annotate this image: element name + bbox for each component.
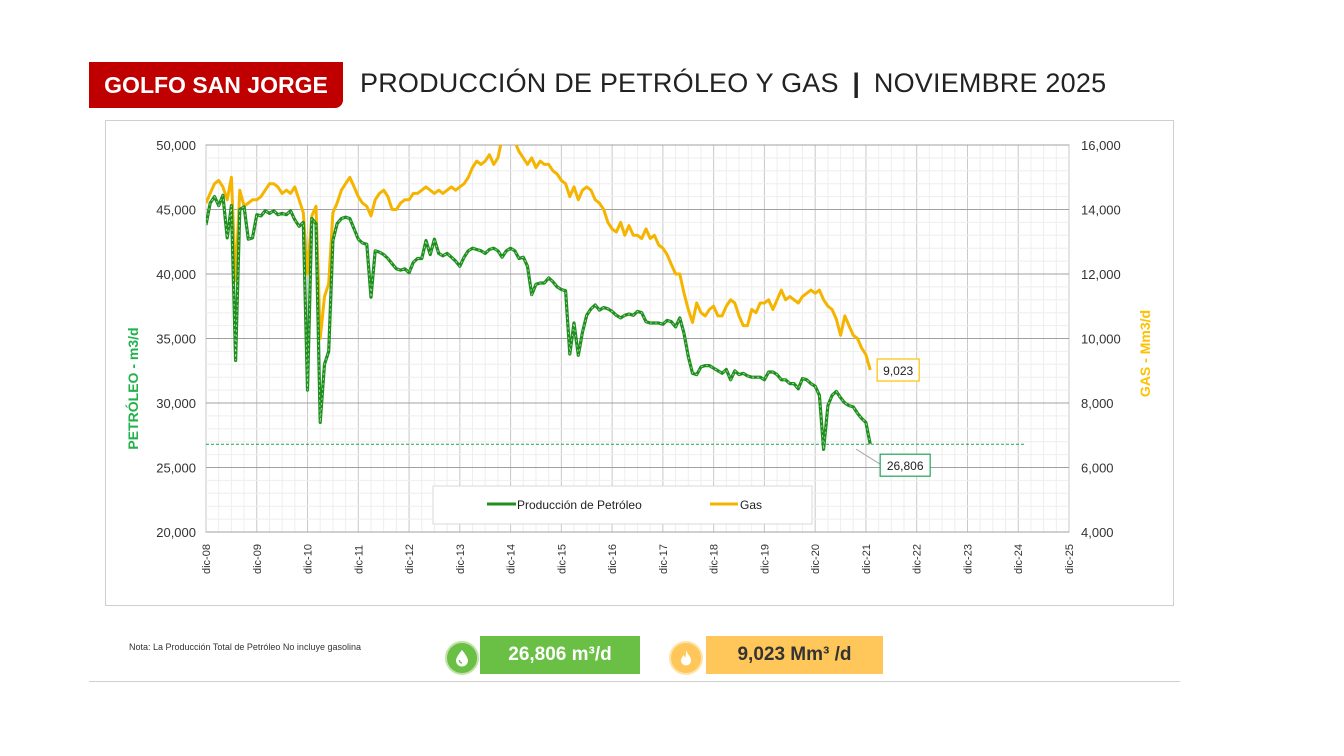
- y-right-tick-label: 8,000: [1081, 396, 1114, 411]
- x-tick-label: dic-11: [353, 545, 365, 574]
- x-tick-label: dic-12: [404, 544, 416, 574]
- y-right-axis-title: GAS - Mm3/d: [1137, 310, 1153, 397]
- gas-kpi-value: 9,023 Mm³ /d: [737, 644, 852, 665]
- x-tick-label: dic-19: [759, 544, 771, 574]
- footnote: Nota: La Producción Total de Petróleo No…: [129, 642, 361, 652]
- y-left-tick-label: 40,000: [156, 267, 196, 282]
- region-badge: GOLFO SAN JORGE: [89, 62, 343, 108]
- page-title-text: PRODUCCIÓN DE PETRÓLEO Y GAS: [360, 68, 839, 98]
- y-left-tick-label: 25,000: [156, 461, 196, 476]
- x-tick-label: dic-18: [709, 544, 721, 574]
- oil-series-highlight: [206, 195, 871, 450]
- y-right-tick-label: 14,000: [1081, 203, 1121, 218]
- y-right-tick-label: 16,000: [1081, 138, 1121, 153]
- x-tick-label: dic-14: [506, 544, 518, 574]
- title-separator: |: [852, 68, 861, 98]
- region-label: GOLFO SAN JORGE: [104, 71, 328, 98]
- y-right-tick-label: 6,000: [1081, 461, 1114, 476]
- x-tick-label: dic-17: [658, 544, 670, 574]
- x-tick-label: dic-16: [607, 544, 619, 574]
- x-tick-label: dic-22: [912, 544, 924, 574]
- oil-drop-icon: [445, 641, 479, 675]
- chart-frame: 20,000 25,000 30,000 35,000 40,000 45,000 50,0…: [105, 120, 1174, 606]
- gas-end-label: 9,023: [883, 364, 913, 378]
- x-tick-label: dic-09: [252, 544, 264, 574]
- y-left-axis-title: PETRÓLEO - m3/d: [124, 327, 141, 449]
- y-right-tick-label: 4,000: [1081, 525, 1114, 540]
- y-left-tick-label: 30,000: [156, 396, 196, 411]
- legend-gas-label: Gas: [740, 498, 762, 512]
- x-tick-label: dic-20: [810, 544, 822, 574]
- x-tick-label: dic-08: [201, 544, 213, 574]
- x-tick-label: dic-23: [962, 544, 974, 574]
- production-chart: 20,000 25,000 30,000 35,000 40,000 45,000 50,0…: [124, 138, 1153, 574]
- oil-kpi: 26,806 m³/d: [480, 636, 640, 674]
- oil-end-label-leader: [855, 448, 881, 465]
- x-tick-label: dic-15: [556, 544, 568, 574]
- y-left-tick-label: 45,000: [156, 203, 196, 218]
- page-period: NOVIEMBRE 2025: [873, 68, 1107, 98]
- oil-end-label-box: [879, 453, 931, 477]
- page-title: PRODUCCIÓN DE PETRÓLEO Y GAS | NOVIEMBRE…: [360, 68, 1106, 99]
- x-tick-label: dic-10: [303, 544, 315, 574]
- y-left-tick-label: 50,000: [156, 138, 196, 153]
- y-right-tick-label: 12,000: [1081, 267, 1121, 282]
- legend-oil-label: Producción de Petróleo: [517, 498, 642, 512]
- gas-end-label-box: [876, 358, 920, 382]
- x-tick-label: dic-25: [1064, 544, 1076, 574]
- x-tick-label: dic-21: [861, 544, 873, 574]
- y-left-tick-label: 35,000: [156, 332, 196, 347]
- x-tick-label: dic-13: [455, 544, 467, 574]
- flame-icon: [669, 641, 703, 675]
- oil-end-label: 26,806: [887, 459, 924, 473]
- y-right-tick-label: 10,000: [1081, 332, 1121, 347]
- x-tick-label: dic-24: [1013, 544, 1025, 574]
- oil-kpi-value: 26,806 m³/d: [508, 644, 612, 665]
- gas-kpi: 9,023 Mm³ /d: [706, 636, 883, 674]
- bottom-divider: [89, 681, 1180, 682]
- y-left-tick-label: 20,000: [156, 525, 196, 540]
